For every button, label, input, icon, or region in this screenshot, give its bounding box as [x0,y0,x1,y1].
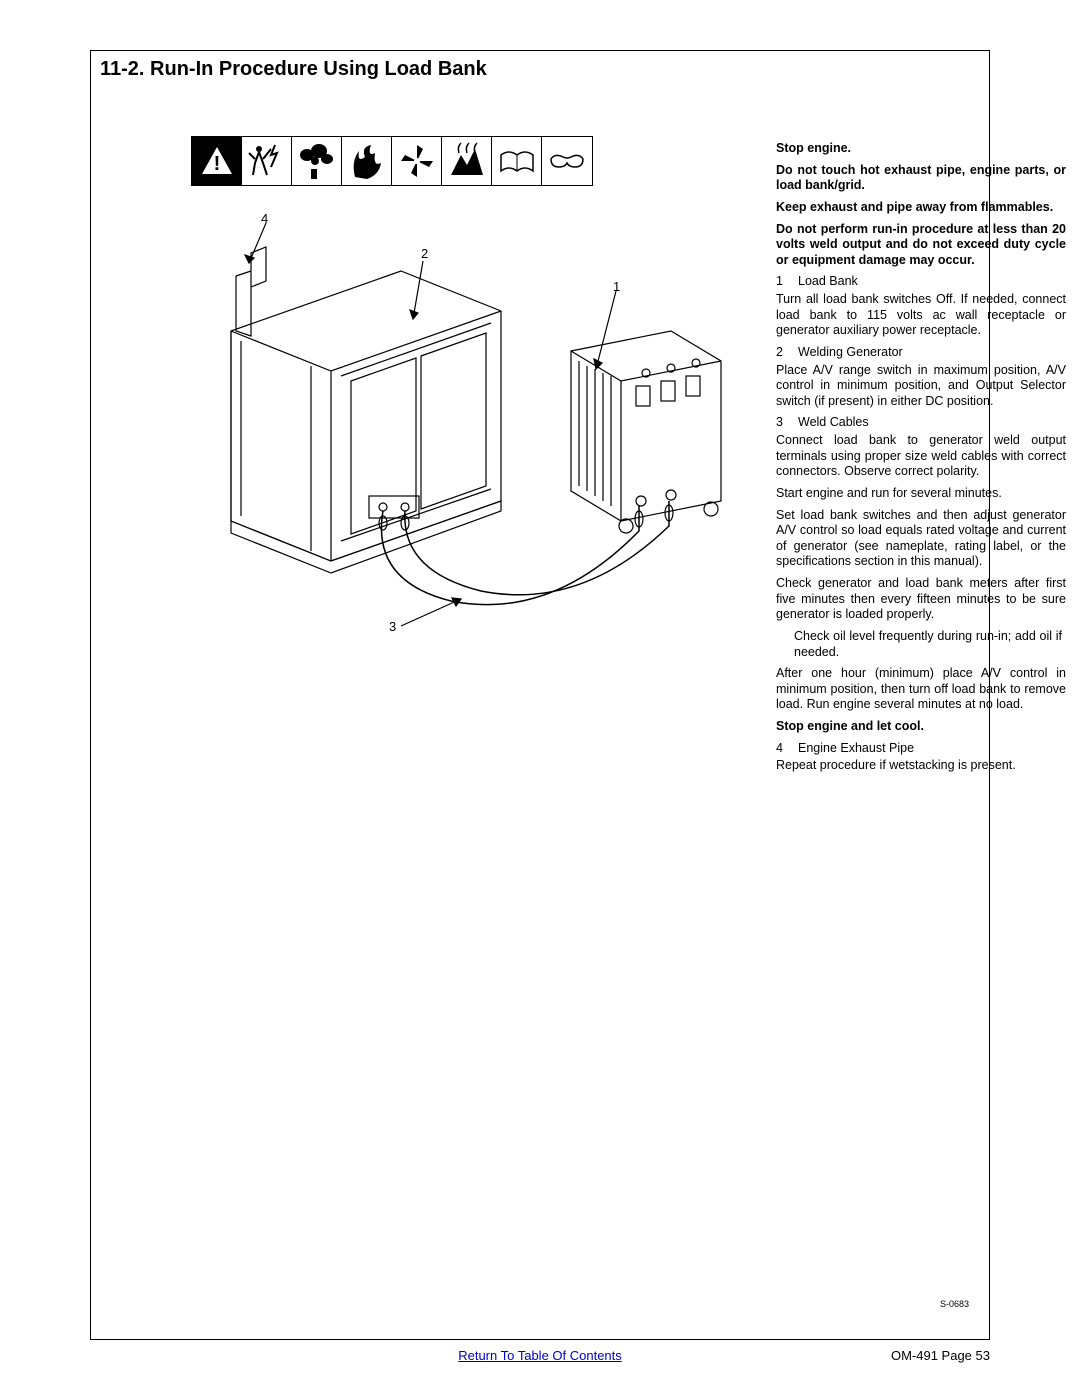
hot-surface-icon [442,137,492,185]
warn-stop-cool: Stop engine and let cool. [776,719,1066,735]
eye-protection-icon [542,137,592,185]
svg-text:!: ! [213,153,220,175]
callout-1: 1 [613,279,620,294]
fumes-icon [292,137,342,185]
callout-4: 4 [261,211,268,226]
callout-3: 3 [389,619,396,634]
warning-icon-row: ! [191,136,593,186]
page-number: OM-491 Page 53 [891,1348,990,1363]
para-repeat: Repeat procedure if wetstacking is prese… [776,758,1066,774]
page-footer: Return To Table Of Contents OM-491 Page … [90,1348,990,1363]
para-weld-cables: Connect load bank to generator weld outp… [776,433,1066,480]
fire-icon [342,137,392,185]
warn-run-in-limits: Do not perform run-in procedure at less … [776,222,1066,269]
para-load-bank: Turn all load bank switches Off. If need… [776,292,1066,339]
toc-link[interactable]: Return To Table Of Contents [458,1348,622,1363]
callout-2: 2 [421,246,428,261]
section-heading: 11-2. Run-In Procedure Using Load Bank [100,58,487,81]
equipment-diagram: 4 2 1 3 [191,201,751,641]
para-start-engine: Start engine and run for several minutes… [776,486,1066,502]
para-check-oil: Check oil level frequently during run-in… [794,629,1062,660]
item-4: 4Engine Exhaust Pipe [776,741,1066,757]
item-2: 2Welding Generator [776,345,1066,361]
item-3: 3Weld Cables [776,415,1066,431]
warn-hot-exhaust: Do not touch hot exhaust pipe, engine pa… [776,163,1066,194]
warn-stop-engine: Stop engine. [776,141,1066,157]
para-set-switches: Set load bank switches and then adjust g… [776,508,1066,571]
para-check-meters: Check generator and load bank meters aft… [776,576,1066,623]
item-1: 1Load Bank [776,274,1066,290]
para-welding-gen: Place A/V range switch in maximum positi… [776,363,1066,410]
shock-person-icon [242,137,292,185]
instruction-text-column: Stop engine. Do not touch hot exhaust pi… [776,141,1066,780]
warn-flammables: Keep exhaust and pipe away from flammabl… [776,200,1066,216]
para-after-hour: After one hour (minimum) place A/V contr… [776,666,1066,713]
figure-code: S-0683 [940,1299,969,1309]
page-border: ! [90,50,990,1340]
warning-triangle-icon: ! [192,137,242,185]
read-manual-icon [492,137,542,185]
moving-parts-icon [392,137,442,185]
